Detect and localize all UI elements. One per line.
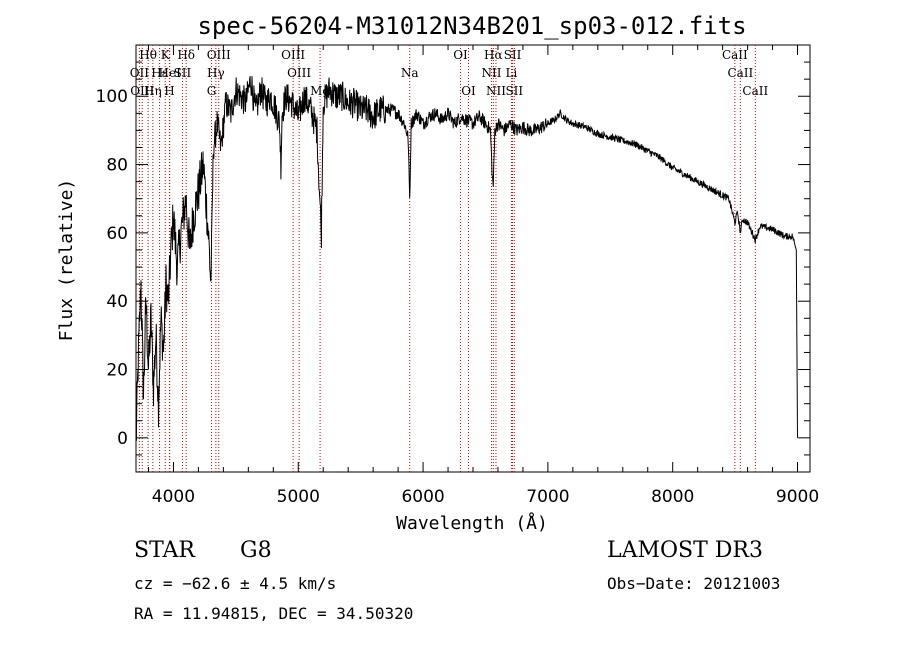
coordinates: RA = 11.94815, DEC = 34.50320 <box>134 604 414 623</box>
x-tick-label-1: 5000 <box>277 487 320 507</box>
x-tick-label-0: 4000 <box>152 487 195 507</box>
line-label-5: OI <box>453 48 468 62</box>
y-tick-label-5: 100 <box>96 87 128 107</box>
obs-date: Obs−Date: 20121003 <box>607 574 781 593</box>
y-tick-label-1: 20 <box>106 361 128 381</box>
series-line-0 <box>135 76 798 441</box>
line-label-14: OIII <box>287 66 311 80</box>
x-tick-label-3: 7000 <box>526 487 569 507</box>
y-tick-label-3: 60 <box>106 224 128 244</box>
line-label-11: HeI <box>159 66 182 80</box>
line-label-26: SII <box>505 84 523 98</box>
line-label-19: OIII <box>130 84 154 98</box>
line-label-24: OI <box>461 84 476 98</box>
spectrum-layer <box>135 76 798 441</box>
y-tick-label-4: 80 <box>106 156 128 176</box>
line-label-7: SII <box>504 48 522 62</box>
line-label-16: NII <box>481 66 501 80</box>
redshift-info: cz = −62.6 ± 4.5 km/s <box>134 574 337 593</box>
plot-frame <box>135 44 811 473</box>
y-tick-label-0: 0 <box>117 429 128 449</box>
axes-layer: 4000 5000 6000 7000 8000 9000 0 20 40 60 80 100 <box>96 45 819 507</box>
line-label-10: Hε <box>151 66 168 80</box>
y-axis-label: Flux (relative) <box>56 179 77 342</box>
line-label-15: Na <box>401 66 419 80</box>
line-label-3: OIII <box>207 48 231 62</box>
line-label-13: Hγ <box>207 66 225 80</box>
line-label-9: OII <box>130 66 150 80</box>
line-label-6: Hα <box>484 48 503 62</box>
line-label-22: G <box>207 84 217 98</box>
line-label-17: Li <box>506 66 518 80</box>
line-label-20: Hη <box>144 84 162 98</box>
subclass: G8 <box>240 538 272 563</box>
chart-title: spec-56204-M31012N34B201_sp03-012.fits <box>197 12 746 40</box>
object-class: STAR <box>134 538 195 563</box>
x-axis-label: Wavelength (Å) <box>396 512 548 534</box>
line-label-12: SII <box>174 66 192 80</box>
emission-lines-layer <box>138 45 756 472</box>
line-label-25: NII <box>486 84 506 98</box>
line-label-21: H <box>164 84 174 98</box>
x-tick-label-4: 8000 <box>651 487 694 507</box>
line-label-8: CaII <box>722 48 748 62</box>
line-label-0: Hθ <box>139 48 157 62</box>
x-tick-label-5: 9000 <box>776 487 819 507</box>
survey-name: LAMOST DR3 <box>607 538 763 563</box>
line-label-2: Hδ <box>177 48 195 62</box>
x-tick-label-2: 6000 <box>401 487 444 507</box>
line-label-4: OIII <box>281 48 305 62</box>
line-label-27: CaII <box>742 84 768 98</box>
line-label-18: CaII <box>727 66 753 80</box>
line-label-1: K <box>161 48 171 62</box>
y-tick-label-2: 40 <box>106 292 128 312</box>
